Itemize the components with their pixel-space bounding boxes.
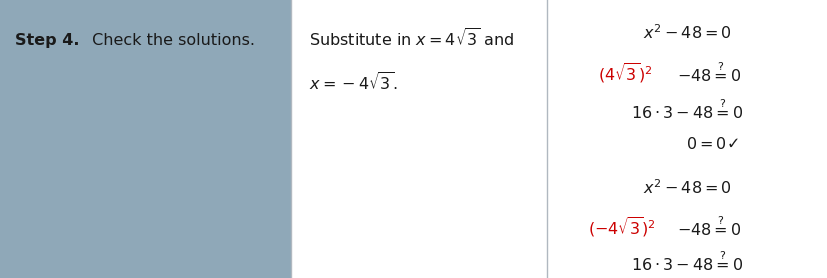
Text: $(-4\sqrt{3})^2$: $(-4\sqrt{3})^2$ — [588, 215, 656, 239]
Text: $- 48\overset{?}{=}0$: $- 48\overset{?}{=}0$ — [677, 61, 742, 85]
Text: $16 \cdot 3 - 48\overset{?}{=}0$: $16 \cdot 3 - 48\overset{?}{=}0$ — [631, 99, 743, 122]
Text: Check the solutions.: Check the solutions. — [87, 33, 255, 48]
FancyBboxPatch shape — [0, 0, 291, 278]
Text: $x = -4\sqrt{3}.$: $x = -4\sqrt{3}.$ — [309, 72, 398, 94]
Text: $x^2 - 48 = 0$: $x^2 - 48 = 0$ — [643, 178, 732, 197]
Text: $16 \cdot 3 - 48\overset{?}{=}0$: $16 \cdot 3 - 48\overset{?}{=}0$ — [631, 250, 743, 274]
Text: $- 48\overset{?}{=}0$: $- 48\overset{?}{=}0$ — [677, 215, 742, 239]
Text: $0 = 0\checkmark$: $0 = 0\checkmark$ — [686, 136, 739, 152]
Text: $(4\sqrt{3})^2$: $(4\sqrt{3})^2$ — [598, 61, 653, 85]
Text: Substitute in $x = 4\sqrt{3}$ and: Substitute in $x = 4\sqrt{3}$ and — [309, 28, 515, 50]
Text: $x^2 - 48 = 0$: $x^2 - 48 = 0$ — [643, 24, 732, 42]
Text: Step 4.: Step 4. — [15, 33, 79, 48]
